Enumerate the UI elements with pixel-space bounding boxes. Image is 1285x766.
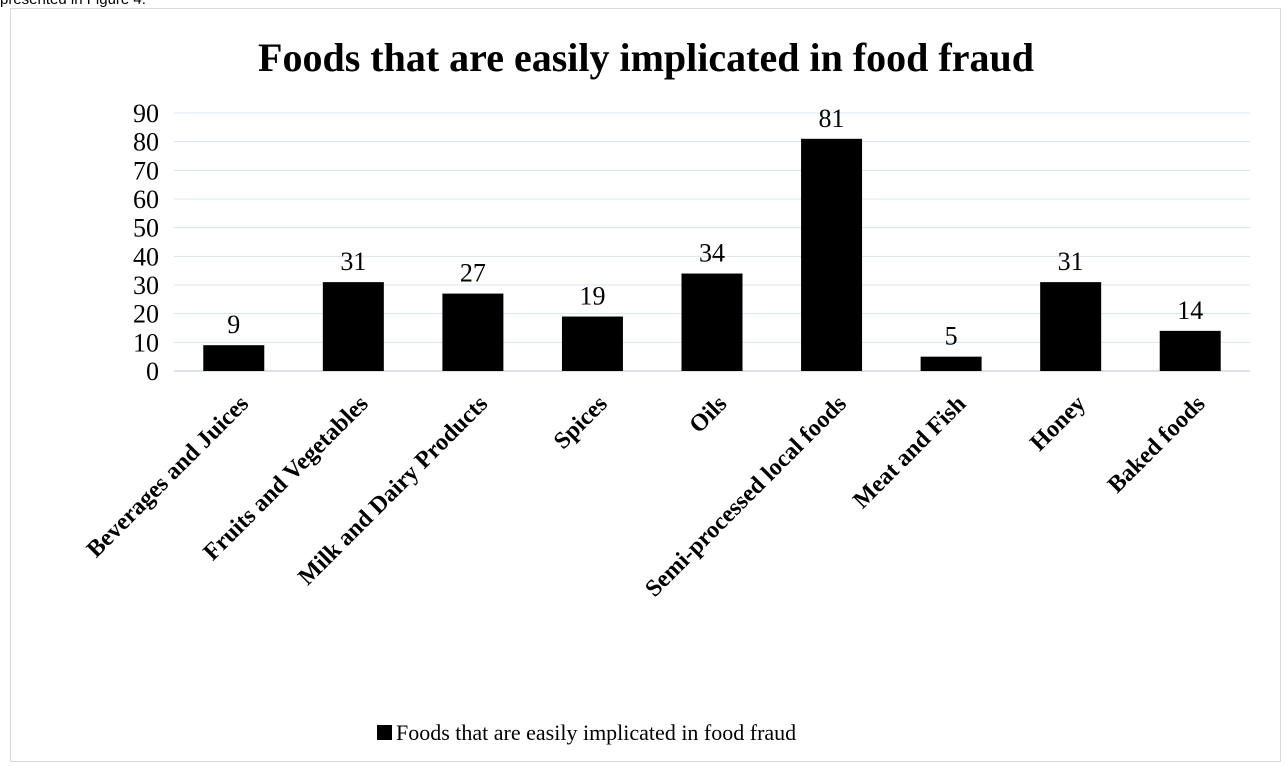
y-tick-label: 60: [133, 185, 159, 214]
chart-title: Foods that are easily implicated in food…: [258, 35, 1034, 80]
y-tick-label: 70: [133, 156, 159, 185]
data-label: 31: [1058, 247, 1084, 276]
bar-milk-and-dairy-products: [442, 293, 504, 371]
bar-oils: [681, 273, 743, 371]
y-tick-label: 10: [133, 328, 159, 357]
x-category-label: Milk and Dairy Products: [294, 391, 494, 591]
y-tick-label: 80: [133, 128, 159, 157]
bar-semi-processed-local-foods: [801, 138, 863, 371]
x-category-label: Meat and Fish: [848, 391, 971, 514]
data-label: 81: [819, 104, 845, 133]
data-labels: 9 31 27 19 34 81 5 31 14: [227, 104, 1203, 351]
figure-caption-fragment: presented in Figure 4.: [0, 0, 146, 8]
y-tick-label: 0: [146, 357, 159, 386]
x-category-label: Spices: [549, 391, 613, 455]
data-label: 34: [699, 239, 725, 268]
x-category-label: Semi-processed local foods: [640, 391, 851, 602]
y-tick-label: 20: [133, 300, 159, 329]
bars: [203, 138, 1221, 371]
x-category-label: Oils: [685, 391, 733, 439]
bar-fruits-and-vegetables: [322, 282, 384, 371]
bar-meat-and-fish: [920, 356, 982, 371]
bar-chart: Foods that are easily implicated in food…: [82, 35, 1250, 745]
legend-swatch: [377, 725, 392, 740]
chart-area: Foods that are easily implicated in food…: [10, 8, 1281, 762]
data-label: 27: [460, 259, 486, 288]
bar-spices: [561, 316, 623, 371]
data-label: 9: [227, 310, 240, 339]
y-tick-label: 50: [133, 214, 159, 243]
y-tick-label: 40: [133, 242, 159, 271]
x-category-label: Honey: [1025, 391, 1091, 457]
y-tick-label: 30: [133, 271, 159, 300]
bar-baked-foods: [1159, 330, 1221, 371]
data-label: 5: [945, 322, 958, 351]
bar-beverages-and-juices: [203, 345, 265, 371]
data-label: 19: [579, 282, 605, 311]
legend-label: Foods that are easily implicated in food…: [396, 720, 796, 745]
y-tick-label: 90: [133, 99, 159, 128]
data-label: 31: [340, 247, 366, 276]
legend: Foods that are easily implicated in food…: [377, 720, 796, 745]
x-category-label: Baked foods: [1103, 391, 1211, 499]
data-label: 14: [1177, 296, 1203, 325]
bar-honey: [1040, 282, 1102, 371]
